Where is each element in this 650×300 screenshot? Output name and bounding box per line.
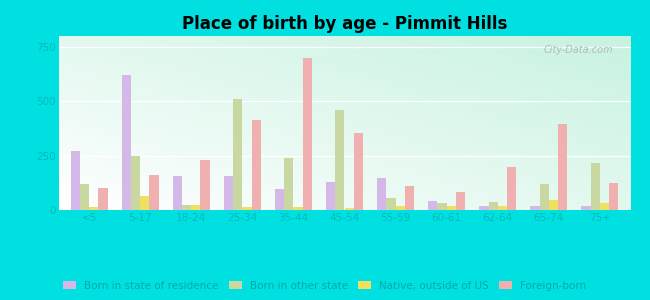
Bar [507,167,516,210]
Bar [150,175,159,210]
Bar [558,124,567,210]
Bar [549,200,558,210]
Bar [456,191,465,210]
Bar [233,99,242,210]
Bar [122,75,131,210]
Bar [405,186,414,210]
Bar [252,120,261,210]
Bar [98,188,107,210]
Bar [71,151,80,210]
Bar [275,189,284,210]
Bar [173,176,182,210]
Bar [326,182,335,210]
Bar [428,201,437,210]
Bar [582,206,591,210]
Bar [224,176,233,210]
Bar [386,198,396,210]
Bar [498,206,507,210]
Bar [489,202,498,210]
Bar [530,206,540,210]
Title: Place of birth by age - Pimmit Hills: Place of birth by age - Pimmit Hills [182,15,507,33]
Bar [591,163,600,210]
Bar [80,184,89,210]
Bar [131,156,140,210]
Bar [293,207,303,210]
Bar [540,184,549,210]
Bar [354,133,363,210]
Bar [600,203,609,210]
Bar [140,196,150,210]
Bar [396,206,405,210]
Bar [437,203,447,210]
Bar [344,208,354,210]
Bar [335,110,345,210]
Bar [284,158,293,210]
Bar [182,205,191,210]
Bar [191,205,200,210]
Legend: Born in state of residence, Born in other state, Native, outside of US, Foreign-: Born in state of residence, Born in othe… [59,277,591,295]
Bar [200,160,210,210]
Bar [609,183,618,210]
Bar [447,206,456,210]
Bar [377,178,386,210]
Text: City-Data.com: City-Data.com [543,45,614,55]
Bar [89,207,98,210]
Bar [479,206,489,210]
Bar [303,58,312,210]
Bar [242,207,252,210]
